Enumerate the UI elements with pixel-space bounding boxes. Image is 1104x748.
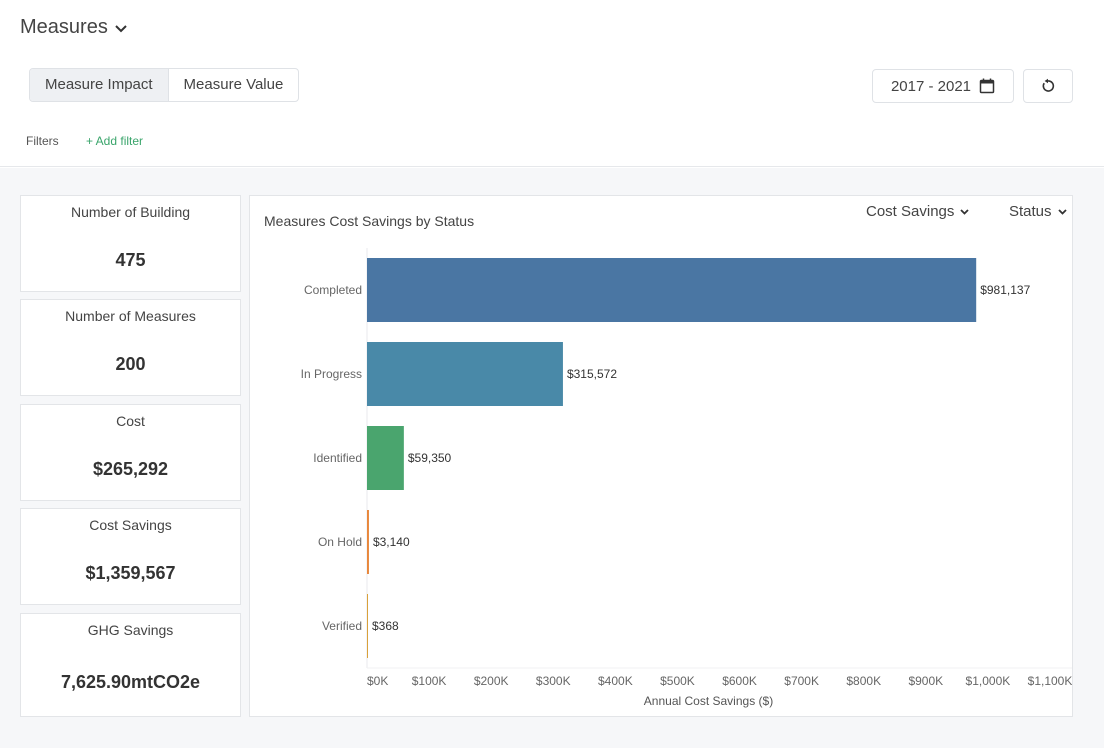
x-tick-label: $900K <box>908 674 943 688</box>
chevron-down-icon <box>960 209 970 215</box>
reset-icon <box>1042 78 1055 92</box>
date-range-picker[interactable]: 2017 - 2021 <box>872 69 1014 103</box>
x-tick-label: $400K <box>598 674 633 688</box>
bar <box>367 426 404 490</box>
x-tick-label: $1,100K <box>1028 674 1072 688</box>
category-label: Verified <box>322 619 362 633</box>
card-value: $265,292 <box>92 459 169 479</box>
group-dropdown[interactable]: Status <box>1009 203 1068 220</box>
card-number-of-measures: Number of Measures 200 <box>20 299 241 396</box>
x-axis-title: Annual Cost Savings ($) <box>644 694 773 708</box>
card-label: Cost Savings <box>89 517 172 533</box>
category-label: On Hold <box>318 535 362 549</box>
filters-label: Filters <box>26 134 59 148</box>
x-tick-label: $500K <box>660 674 695 688</box>
x-tick-label: $0K <box>367 674 388 688</box>
data-label: $59,350 <box>408 451 452 465</box>
category-label: Completed <box>304 283 362 297</box>
chevron-down-icon <box>1057 209 1067 215</box>
data-label: $315,572 <box>567 367 617 381</box>
chevron-down-icon <box>115 24 127 32</box>
calendar-icon <box>979 78 995 94</box>
tab-measure-impact[interactable]: Measure Impact <box>30 69 169 101</box>
data-label: $3,140 <box>373 535 410 549</box>
group-dropdown-label: Status <box>1009 203 1052 220</box>
page-title-dropdown[interactable]: Measures <box>20 16 128 39</box>
reset-button[interactable] <box>1023 69 1073 103</box>
bar <box>367 342 563 406</box>
card-cost: Cost $265,292 <box>20 404 241 501</box>
card-label: Number of Building <box>70 204 191 220</box>
card-value: 200 <box>115 354 146 374</box>
card-value: 7,625.90mtCO2e <box>60 672 201 692</box>
x-tick-label: $700K <box>784 674 819 688</box>
metric-dropdown-label: Cost Savings <box>866 203 955 220</box>
chart-panel: Measures Cost Savings by Status Cost Sav… <box>249 195 1073 717</box>
category-label: Identified <box>313 451 362 465</box>
card-cost-savings: Cost Savings $1,359,567 <box>20 508 241 605</box>
category-label: In Progress <box>301 367 362 381</box>
page-title: Measures <box>20 16 108 38</box>
card-number-of-building: Number of Building 475 <box>20 195 241 292</box>
x-tick-label: $800K <box>846 674 881 688</box>
chart-title: Measures Cost Savings by Status <box>264 213 475 229</box>
date-range-label: 2017 - 2021 <box>890 77 972 95</box>
card-label: Number of Measures <box>65 308 196 324</box>
card-ghg-savings: GHG Savings 7,625.90mtCO2e <box>20 613 241 717</box>
view-toggle: Measure Impact Measure Value <box>29 68 300 102</box>
tab-measure-value[interactable]: Measure Value <box>183 76 284 93</box>
add-filter-link[interactable]: + Add filter <box>86 134 144 148</box>
data-label: $368 <box>372 619 399 633</box>
bar-chart: Completed $981,137 In Progress $315,572 Iden… <box>301 248 1072 708</box>
data-label: $981,137 <box>980 283 1030 297</box>
card-value: $1,359,567 <box>85 563 176 583</box>
card-label: GHG Savings <box>87 622 174 638</box>
bar <box>367 510 369 574</box>
x-tick-label: $600K <box>722 674 757 688</box>
x-tick-label: $200K <box>474 674 509 688</box>
bar <box>367 594 368 658</box>
metric-dropdown[interactable]: Cost Savings <box>866 203 970 220</box>
bar <box>367 258 977 322</box>
x-tick-label: $1,000K <box>966 674 1011 688</box>
toolbar-area: Measures Measure Impact Measure Value 20… <box>0 0 1104 167</box>
x-tick-label: $300K <box>536 674 571 688</box>
card-label: Cost <box>116 413 145 429</box>
x-tick-label: $100K <box>412 674 447 688</box>
card-value: 475 <box>115 250 146 270</box>
